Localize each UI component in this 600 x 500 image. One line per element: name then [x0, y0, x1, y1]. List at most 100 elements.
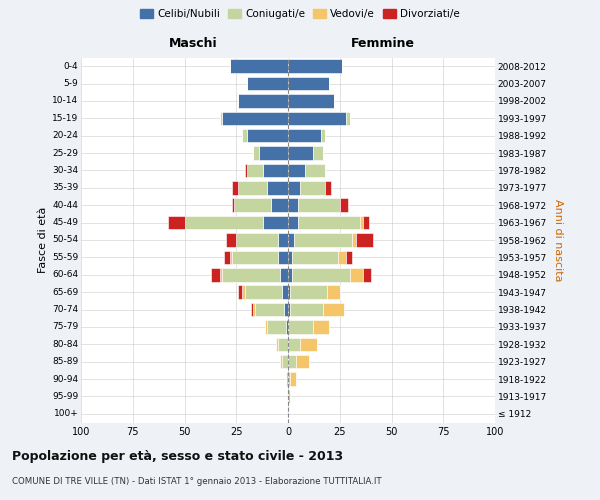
Bar — [238, 94, 288, 108]
Bar — [321, 129, 325, 142]
Bar — [294, 233, 352, 247]
Bar — [346, 112, 350, 125]
Bar — [184, 216, 263, 230]
Bar — [245, 286, 282, 299]
Bar — [245, 164, 247, 177]
Bar — [313, 146, 323, 160]
Bar — [328, 286, 340, 299]
Bar — [338, 250, 346, 264]
Y-axis label: Fasce di età: Fasce di età — [38, 207, 48, 273]
Bar — [232, 198, 234, 212]
Text: Femmine: Femmine — [351, 37, 415, 50]
Bar — [282, 355, 288, 368]
Bar — [253, 146, 259, 160]
Bar — [288, 181, 301, 194]
Bar — [288, 216, 298, 230]
Bar — [290, 302, 323, 316]
Bar — [288, 94, 334, 108]
Bar — [268, 320, 286, 334]
Bar — [284, 302, 288, 316]
Bar — [278, 338, 288, 351]
Bar — [288, 372, 290, 386]
Bar — [280, 268, 288, 281]
Text: Maschi: Maschi — [169, 37, 217, 50]
Bar — [288, 338, 301, 351]
Bar — [292, 268, 350, 281]
Bar — [230, 60, 288, 73]
Bar — [278, 233, 288, 247]
Bar — [288, 390, 290, 403]
Bar — [362, 216, 369, 230]
Bar — [296, 355, 309, 368]
Bar — [305, 164, 325, 177]
Bar — [286, 320, 288, 334]
Bar — [238, 181, 268, 194]
Bar — [290, 372, 296, 386]
Y-axis label: Anni di nascita: Anni di nascita — [553, 198, 563, 281]
Bar — [271, 198, 288, 212]
Bar — [211, 268, 220, 281]
Bar — [226, 233, 236, 247]
Bar — [259, 146, 288, 160]
Text: Popolazione per età, sesso e stato civile - 2013: Popolazione per età, sesso e stato civil… — [12, 450, 343, 463]
Bar — [220, 268, 222, 281]
Bar — [263, 216, 288, 230]
Bar — [361, 216, 362, 230]
Text: COMUNE DI TRE VILLE (TN) - Dati ISTAT 1° gennaio 2013 - Elaborazione TUTTITALIA.: COMUNE DI TRE VILLE (TN) - Dati ISTAT 1°… — [12, 478, 382, 486]
Bar — [325, 181, 331, 194]
Bar — [298, 216, 361, 230]
Bar — [230, 250, 232, 264]
Bar — [242, 286, 245, 299]
Bar — [352, 233, 356, 247]
Bar — [288, 129, 321, 142]
Bar — [288, 112, 346, 125]
Bar — [253, 302, 255, 316]
Bar — [288, 198, 298, 212]
Bar — [288, 286, 290, 299]
Bar — [288, 250, 292, 264]
Bar — [288, 302, 290, 316]
Bar — [301, 181, 325, 194]
Bar — [288, 268, 292, 281]
Bar — [268, 181, 288, 194]
Bar — [340, 198, 348, 212]
Bar — [247, 77, 288, 90]
Bar — [278, 250, 288, 264]
Bar — [288, 60, 342, 73]
Bar — [292, 250, 338, 264]
Bar — [301, 338, 317, 351]
Bar — [232, 250, 278, 264]
Bar — [346, 250, 352, 264]
Bar — [288, 320, 313, 334]
Bar — [222, 268, 280, 281]
Bar — [247, 129, 288, 142]
Bar — [168, 216, 185, 230]
Bar — [222, 112, 288, 125]
Bar — [356, 233, 373, 247]
Bar — [255, 302, 284, 316]
Bar — [362, 268, 371, 281]
Bar — [265, 320, 268, 334]
Bar — [350, 268, 362, 281]
Bar — [220, 112, 222, 125]
Bar — [242, 129, 247, 142]
Bar — [288, 77, 329, 90]
Bar — [288, 146, 313, 160]
Bar — [280, 355, 282, 368]
Bar — [234, 198, 271, 212]
Bar — [290, 286, 328, 299]
Bar — [232, 181, 238, 194]
Bar — [323, 302, 344, 316]
Bar — [236, 233, 278, 247]
Bar — [251, 302, 253, 316]
Bar — [286, 372, 288, 386]
Bar — [288, 233, 294, 247]
Bar — [238, 286, 242, 299]
Bar — [224, 250, 230, 264]
Bar — [313, 320, 329, 334]
Bar — [247, 164, 263, 177]
Bar — [288, 164, 305, 177]
Bar — [275, 338, 278, 351]
Bar — [298, 198, 340, 212]
Legend: Celibi/Nubili, Coniugati/e, Vedovi/e, Divorziati/e: Celibi/Nubili, Coniugati/e, Vedovi/e, Di… — [136, 5, 464, 24]
